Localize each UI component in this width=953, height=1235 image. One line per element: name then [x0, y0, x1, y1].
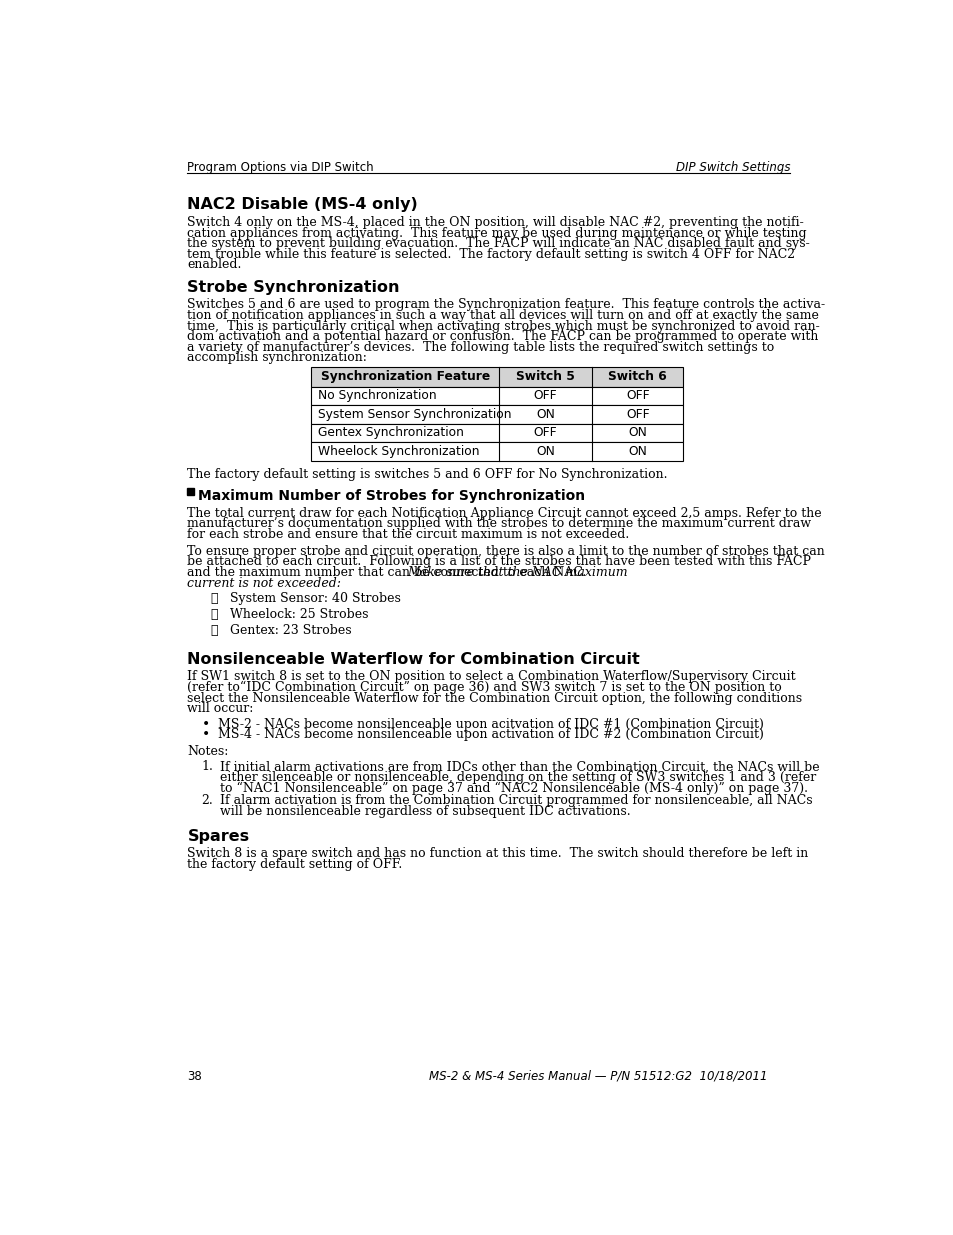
Text: ON: ON [628, 445, 646, 458]
Bar [311, 442, 682, 461]
Text: •: • [201, 729, 210, 742]
Text: be attached to each circuit.  Following is a list of the strobes that have been : be attached to each circuit. Following i… [187, 556, 811, 568]
Bar [187, 488, 194, 495]
Text: The factory default setting is switches 5 and 6 OFF for No Synchronization.: The factory default setting is switches … [187, 468, 667, 482]
Text: If SW1 switch 8 is set to the ON position to select a Combination Waterflow/Supe: If SW1 switch 8 is set to the ON positio… [187, 671, 795, 683]
Text: If initial alarm activations are from IDCs other than the Combination Circuit, t: If initial alarm activations are from ID… [220, 761, 819, 773]
Text: OFF: OFF [625, 389, 649, 403]
Bar [311, 367, 682, 387]
Text: Spares: Spares [187, 829, 250, 844]
Text: Maximum Number of Strobes for Synchronization: Maximum Number of Strobes for Synchroniz… [198, 489, 585, 503]
Text: tem trouble while this feature is selected.  The factory default setting is swit: tem trouble while this feature is select… [187, 248, 795, 261]
Text: the system to prevent building evacuation.  The FACP will indicate an NAC disabl: the system to prevent building evacuatio… [187, 237, 809, 251]
Text: select the Nonsilenceable Waterflow for the Combination Circuit option, the foll: select the Nonsilenceable Waterflow for … [187, 692, 801, 705]
Text: Switches 5 and 6 are used to program the Synchronization feature.  This feature : Switches 5 and 6 are used to program the… [187, 299, 824, 311]
Text: OFF: OFF [625, 408, 649, 421]
Text: To ensure proper strobe and circuit operation, there is also a limit to the numb: To ensure proper strobe and circuit oper… [187, 545, 824, 558]
Text: will be nonsilenceable regardless of subsequent IDC activations.: will be nonsilenceable regardless of sub… [220, 805, 630, 818]
Text: Switch 6: Switch 6 [608, 370, 666, 383]
Text: MS-4 - NACs become nonsilenceable upon activation of IDC #2 (Combination Circuit: MS-4 - NACs become nonsilenceable upon a… [218, 729, 763, 741]
Text: MS-2 & MS-4 Series Manual — P/N 51512:G2  10/18/2011: MS-2 & MS-4 Series Manual — P/N 51512:G2… [428, 1070, 766, 1083]
Text: MS-2 - NACs become nonsilenceable upon acitvation of IDC #1 (Combination Circuit: MS-2 - NACs become nonsilenceable upon a… [218, 718, 763, 731]
Text: 1.: 1. [201, 761, 213, 773]
Text: ON: ON [536, 445, 555, 458]
Bar [311, 424, 682, 442]
Text: OFF: OFF [533, 426, 557, 440]
Text: manufacturer’s documentation supplied with the strobes to determine the maximum : manufacturer’s documentation supplied wi… [187, 517, 811, 530]
Text: tion of notification appliances in such a way that all devices will turn on and : tion of notification appliances in such … [187, 309, 819, 322]
Text: accomplish synchronization:: accomplish synchronization: [187, 352, 367, 364]
Text: ON: ON [536, 408, 555, 421]
Text: Switch 4 only on the MS-4, placed in the ON position, will disable NAC #2, preve: Switch 4 only on the MS-4, placed in the… [187, 216, 803, 228]
Text: enabled.: enabled. [187, 258, 241, 272]
Text: Gentex: 23 Strobes: Gentex: 23 Strobes [230, 624, 352, 637]
Text: ✓: ✓ [211, 592, 218, 605]
Text: 38: 38 [187, 1070, 202, 1083]
Text: for each strobe and ensure that the circuit maximum is not exceeded.: for each strobe and ensure that the circ… [187, 529, 629, 541]
Text: will occur:: will occur: [187, 703, 253, 715]
Bar [311, 387, 682, 405]
Text: either silenceable or nonsilenceable, depending on the setting of SW3 switches 1: either silenceable or nonsilenceable, de… [220, 771, 816, 784]
Text: and the maximum number that can be connected to each NAC.: and the maximum number that can be conne… [187, 566, 594, 579]
Text: System Sensor Synchronization: System Sensor Synchronization [317, 408, 511, 421]
Bar [311, 405, 682, 424]
Text: ON: ON [628, 426, 646, 440]
Text: current is not exceeded:: current is not exceeded: [187, 577, 341, 589]
Text: a variety of manufacturer’s devices.  The following table lists the required swi: a variety of manufacturer’s devices. The… [187, 341, 774, 354]
Text: Strobe Synchronization: Strobe Synchronization [187, 280, 399, 295]
Text: to “NAC1 Nonsilenceable” on page 37 and “NAC2 Nonsilenceable (MS-4 only)” on pag: to “NAC1 Nonsilenceable” on page 37 and … [220, 782, 807, 795]
Text: Notes:: Notes: [187, 745, 229, 758]
Text: System Sensor: 40 Strobes: System Sensor: 40 Strobes [230, 592, 400, 605]
Text: NAC2 Disable (MS-4 only): NAC2 Disable (MS-4 only) [187, 198, 417, 212]
Text: DIP Switch Settings: DIP Switch Settings [675, 162, 790, 174]
Text: Switch 8 is a spare switch and has no function at this time.  The switch should : Switch 8 is a spare switch and has no fu… [187, 847, 808, 861]
Text: If alarm activation is from the Combination Circuit programmed for nonsilenceabl: If alarm activation is from the Combinat… [220, 794, 812, 808]
Text: Wheelock Synchronization: Wheelock Synchronization [317, 445, 478, 458]
Text: 2.: 2. [201, 794, 213, 808]
Text: the factory default setting of OFF.: the factory default setting of OFF. [187, 858, 402, 871]
Text: Switch 5: Switch 5 [516, 370, 575, 383]
Text: time,  This is particularly critical when activating strobes which must be synch: time, This is particularly critical when… [187, 320, 820, 332]
Text: Program Options via DIP Switch: Program Options via DIP Switch [187, 162, 374, 174]
Text: OFF: OFF [533, 389, 557, 403]
Text: Nonsilenceable Waterflow for Combination Circuit: Nonsilenceable Waterflow for Combination… [187, 652, 639, 667]
Text: (refer to“IDC Combination Circuit” on page 36) and SW3 switch 7 is set to the ON: (refer to“IDC Combination Circuit” on pa… [187, 682, 781, 694]
Text: No Synchronization: No Synchronization [317, 389, 436, 403]
Text: •: • [201, 718, 210, 731]
Text: dom activation and a potential hazard or confusion.  The FACP can be programmed : dom activation and a potential hazard or… [187, 330, 818, 343]
Text: ✓: ✓ [211, 608, 218, 621]
Text: Synchronization Feature: Synchronization Feature [320, 370, 489, 383]
Text: Gentex Synchronization: Gentex Synchronization [317, 426, 463, 440]
Text: The total current draw for each Notification Appliance Circuit cannot exceed 2.5: The total current draw for each Notifica… [187, 506, 821, 520]
Text: Make sure that the NAC maximum: Make sure that the NAC maximum [407, 566, 628, 579]
Text: ✓: ✓ [211, 624, 218, 637]
Text: Wheelock: 25 Strobes: Wheelock: 25 Strobes [230, 608, 368, 621]
Text: cation appliances from activating.  This feature may be used during maintenance : cation appliances from activating. This … [187, 226, 806, 240]
